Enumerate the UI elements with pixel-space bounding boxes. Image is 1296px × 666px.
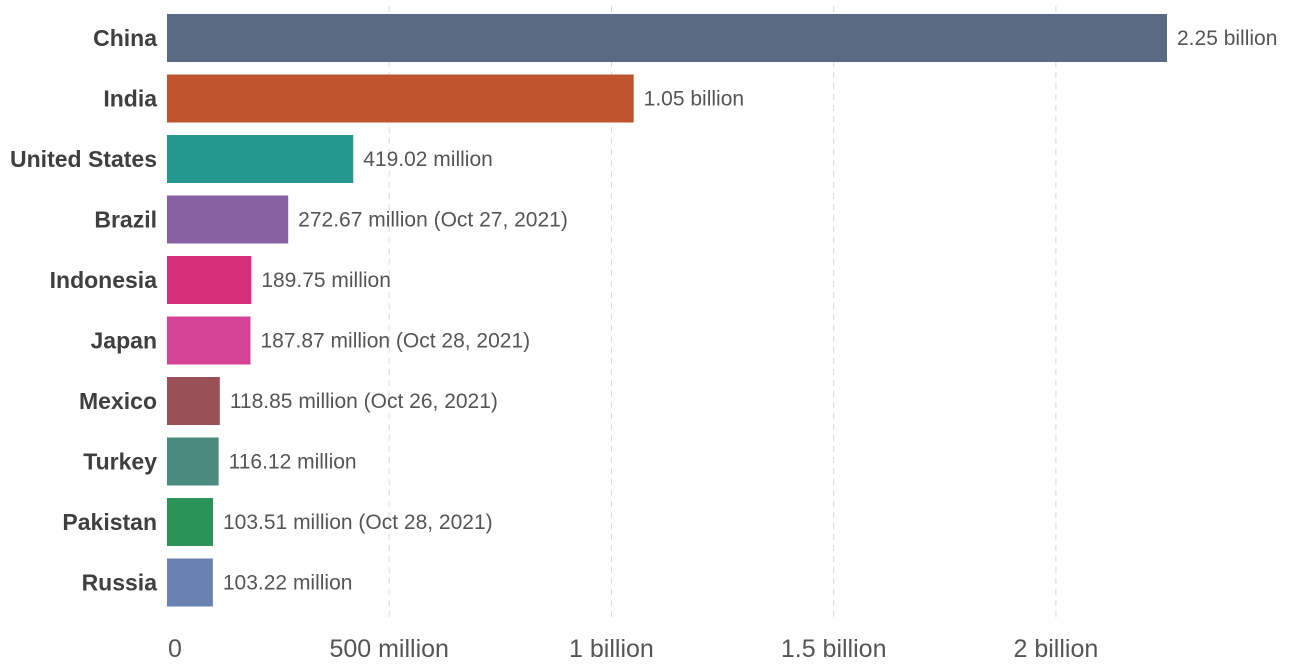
bars-layer	[167, 14, 1167, 607]
x-tick-label: 2 billion	[1013, 635, 1098, 663]
bar-mexico[interactable]	[167, 377, 220, 425]
x-tick-label: 0	[168, 635, 182, 663]
category-label: India	[103, 86, 157, 112]
value-label: 189.75 million	[261, 269, 391, 292]
value-label: 118.85 million (Oct 26, 2021)	[230, 390, 498, 413]
bar-united-states[interactable]	[167, 135, 354, 183]
value-label: 116.12 million	[229, 451, 357, 474]
x-tick-label: 500 million	[329, 635, 449, 663]
category-label: Turkey	[83, 449, 157, 475]
category-label: Russia	[82, 570, 158, 596]
bar-pakistan[interactable]	[167, 498, 214, 546]
bar-india[interactable]	[167, 74, 634, 123]
x-tick-label: 1.5 billion	[781, 635, 887, 663]
category-label: United States	[10, 146, 157, 172]
value-label: 103.22 million	[223, 572, 353, 595]
value-label: 1.05 billion	[644, 88, 744, 111]
category-label: China	[93, 25, 157, 51]
bar-turkey[interactable]	[167, 437, 219, 486]
category-label: Japan	[91, 328, 157, 354]
category-label: Indonesia	[50, 267, 158, 293]
bar-brazil[interactable]	[167, 195, 289, 244]
category-label: Mexico	[79, 388, 157, 414]
value-label: 187.87 million (Oct 28, 2021)	[260, 330, 530, 353]
category-label: Pakistan	[62, 509, 157, 535]
bar-china[interactable]	[167, 14, 1167, 62]
bar-russia[interactable]	[167, 558, 213, 607]
bar-japan[interactable]	[167, 316, 251, 365]
value-label: 272.67 million (Oct 27, 2021)	[298, 209, 568, 232]
ticks-layer: 0 500 million 1 billion 1.5 billion 2 billio…	[168, 635, 1098, 663]
labels-layer: China 2.25 billion India 1.05 billion United…	[10, 25, 1277, 596]
value-label: 2.25 billion	[1177, 27, 1277, 50]
value-label: 419.02 million	[363, 148, 493, 171]
bar-indonesia[interactable]	[167, 256, 252, 304]
x-tick-label: 1 billion	[569, 635, 654, 663]
category-label: Brazil	[94, 207, 157, 233]
value-label: 103.51 million (Oct 28, 2021)	[223, 511, 493, 534]
